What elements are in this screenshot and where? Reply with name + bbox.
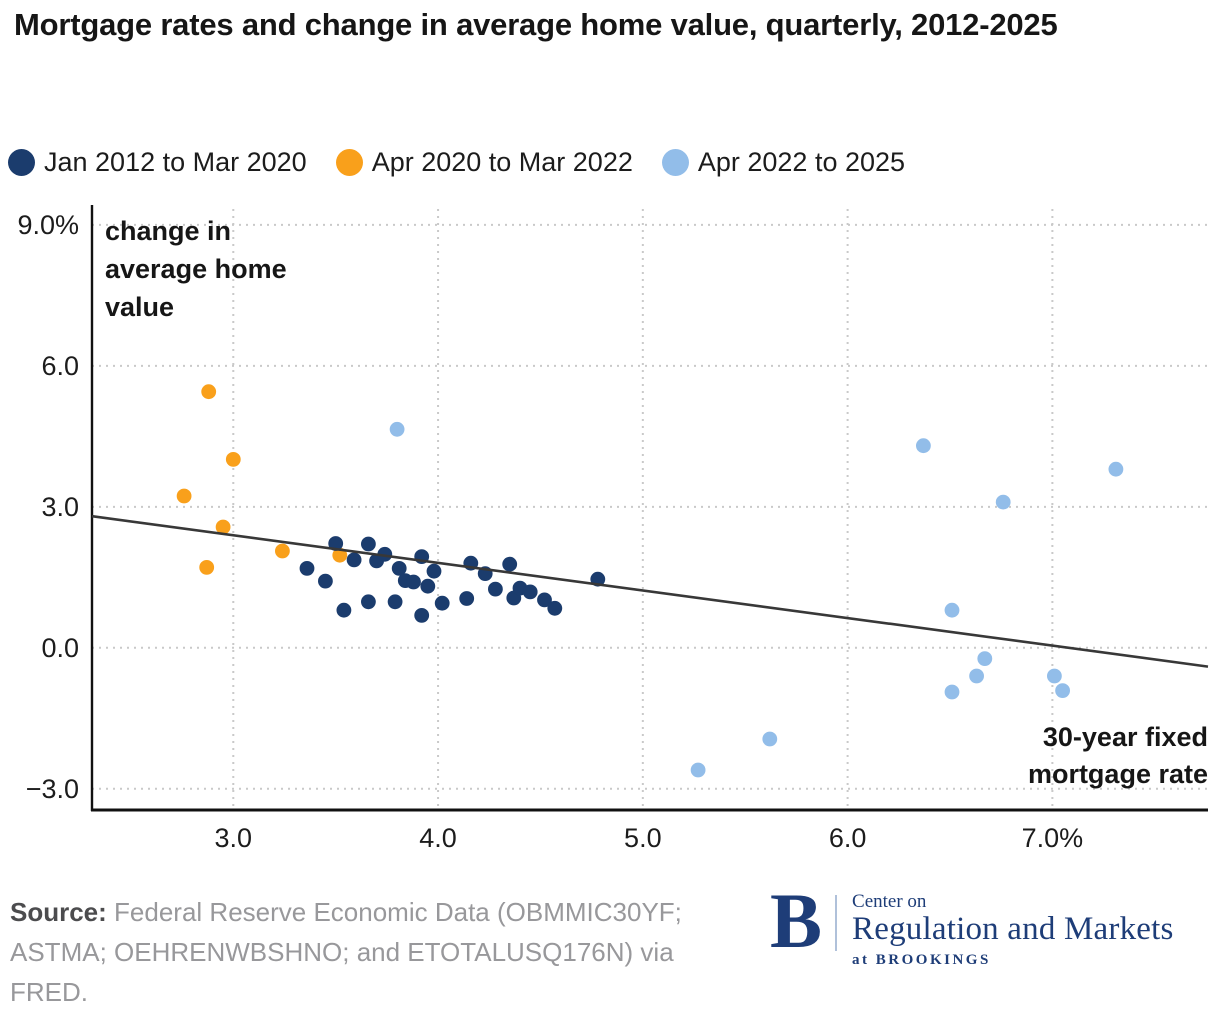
y-annotation-line: value xyxy=(105,292,175,322)
scatter-point xyxy=(1047,668,1062,684)
y-tick-label: 6.0 xyxy=(41,351,79,381)
scatter-point xyxy=(391,561,407,576)
x-annotation-line: 30-year fixed xyxy=(1042,722,1208,752)
scatter-point xyxy=(199,560,215,575)
x-annotation-line: mortgage rate xyxy=(1027,759,1208,789)
scatter-point xyxy=(387,594,403,610)
scatter-point xyxy=(406,574,421,590)
legend: Jan 2012 to Mar 2020 Apr 2020 to Mar 2022… xyxy=(8,147,905,178)
scatter-point xyxy=(328,536,344,551)
logo-text-block: Center on Regulation and Markets at BROO… xyxy=(852,890,1174,969)
y-tick-label: 0.0 xyxy=(41,633,79,663)
scatter-point xyxy=(916,438,931,454)
x-tick-label: 5.0 xyxy=(624,823,662,853)
scatter-point xyxy=(299,561,315,576)
scatter-point xyxy=(434,595,450,611)
x-tick-label: 7.0% xyxy=(1022,823,1084,853)
y-tick-label: 3.0 xyxy=(41,492,79,522)
chart-area: 9.0% 6.0 3.0 0.0 −3.0 3.0 4.0 5.0 6.0 7.0% change… xyxy=(0,195,1220,855)
legend-label: Jan 2012 to Mar 2020 xyxy=(44,147,307,177)
scatter-point xyxy=(377,546,393,562)
legend-swatch-icon xyxy=(661,149,689,176)
scatter-point xyxy=(389,421,405,437)
brookings-b-mark: B xyxy=(770,877,823,964)
y-annotation-line: average home xyxy=(105,254,287,284)
scatter-point xyxy=(977,651,993,666)
scatter-point xyxy=(488,581,503,597)
chart-title: Mortgage rates and change in average hom… xyxy=(14,7,1058,42)
scatter-point xyxy=(414,608,430,623)
scatter-point xyxy=(1055,683,1070,698)
logo-regulation-markets: Regulation and Markets xyxy=(852,911,1174,947)
scatter-point xyxy=(762,731,778,747)
legend-label: Apr 2022 to 2025 xyxy=(697,147,906,177)
footer: Source: Federal Reserve Economic Data (O… xyxy=(0,877,1220,1022)
legend-item: Apr 2020 to Mar 2022 xyxy=(335,147,633,178)
brookings-logo: B Center on Regulation and Markets at BR… xyxy=(770,877,1174,969)
scatter-point xyxy=(1108,461,1124,477)
scatter-point xyxy=(346,552,362,568)
y-tick-label: 9.0% xyxy=(17,210,79,240)
legend-swatch-icon xyxy=(8,149,35,176)
legend-label: Apr 2020 to Mar 2022 xyxy=(371,147,633,177)
x-axis-annotation: 30-year fixed mortgage rate xyxy=(1028,719,1208,793)
logo-center-on: Center on xyxy=(852,891,927,912)
scatter-point xyxy=(944,684,960,700)
scatter-point xyxy=(336,602,352,618)
logo-at-brookings: at BROOKINGS xyxy=(852,952,991,968)
y-tick-label: −3.0 xyxy=(26,774,79,804)
scatter-point xyxy=(176,488,192,504)
scatter-point xyxy=(201,384,217,400)
scatter-point xyxy=(459,591,475,606)
legend-item: Jan 2012 to Mar 2020 xyxy=(8,147,307,178)
scatter-point xyxy=(426,563,442,579)
source-note: Source: Federal Reserve Economic Data (O… xyxy=(10,892,725,1012)
scatter-point xyxy=(537,592,552,608)
scatter-point xyxy=(215,519,231,535)
scatter-point xyxy=(420,578,436,594)
source-text: Federal Reserve Economic Data (OBMMIC30Y… xyxy=(10,897,682,1007)
y-annotation-line: change in xyxy=(105,216,232,246)
scatter-point xyxy=(969,668,984,684)
scatter-point xyxy=(225,452,241,467)
scatter-point xyxy=(944,602,960,618)
scatter-point xyxy=(361,594,376,610)
scatter-point xyxy=(547,600,563,616)
x-tick-label: 6.0 xyxy=(829,823,867,853)
x-tick-label: 4.0 xyxy=(419,823,457,853)
scatter-point xyxy=(995,494,1011,510)
legend-item: Apr 2022 to 2025 xyxy=(661,147,906,178)
x-tick-label: 3.0 xyxy=(215,823,253,853)
scatter-point xyxy=(332,547,348,563)
trend-line xyxy=(91,514,1209,668)
scatter-point xyxy=(522,584,538,600)
source-label: Source: xyxy=(10,897,107,927)
logo-divider-line xyxy=(835,895,838,951)
scatter-point xyxy=(275,543,290,559)
scatter-point xyxy=(690,762,706,778)
scatter-point xyxy=(361,536,376,552)
scatter-point xyxy=(502,556,518,572)
y-axis-annotation: change in average home value xyxy=(105,212,287,326)
chart-svg: 9.0% 6.0 3.0 0.0 −3.0 3.0 4.0 5.0 6.0 7.0% xyxy=(17,205,1209,853)
legend-swatch-icon xyxy=(335,149,363,176)
scatter-point xyxy=(318,573,333,589)
